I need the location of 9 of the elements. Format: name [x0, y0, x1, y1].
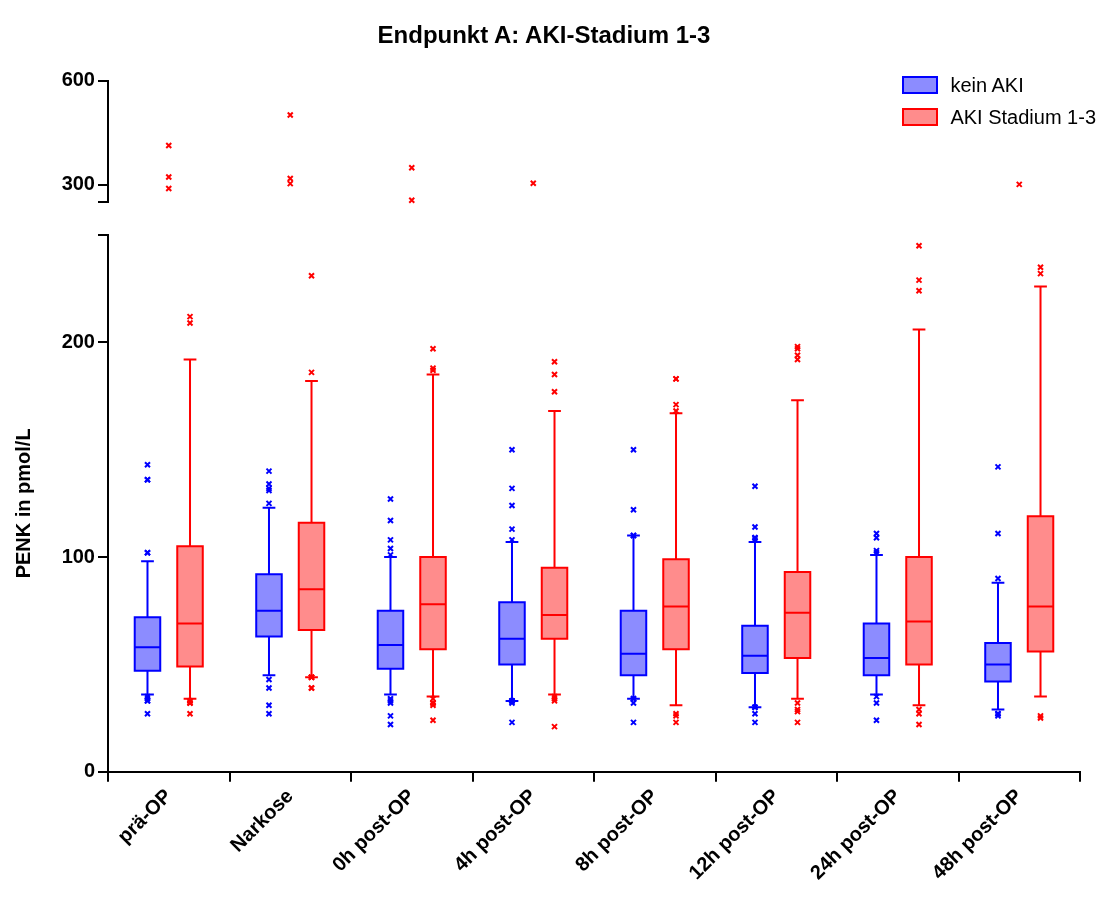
y-tick-label: 0: [83, 759, 95, 782]
y-tick-label: 100: [61, 544, 95, 567]
y-tick-label: 600: [61, 68, 95, 91]
y-tick-label: 300: [61, 172, 95, 195]
y-tick-label: 200: [61, 329, 95, 352]
y-axis-title: PENK in pmol/L: [11, 428, 34, 579]
legend-label: AKI Stadium 1-3: [950, 106, 1096, 128]
chart-title: Endpunkt A: AKI-Stadium 1-3: [377, 21, 711, 49]
legend-label: kein AKI: [950, 74, 1024, 96]
